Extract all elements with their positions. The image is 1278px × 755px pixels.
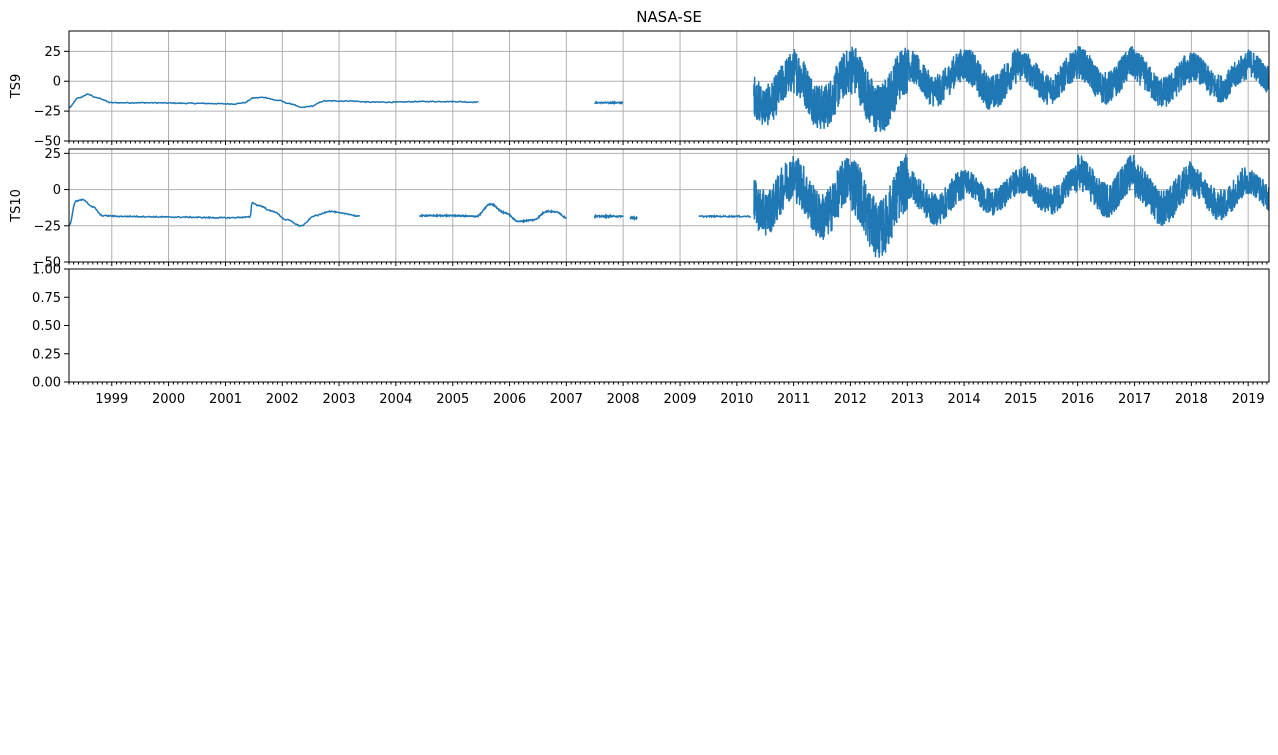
x-tick-label: 2003 [323,392,356,407]
x-tick-label: 2012 [834,392,867,407]
x-tick-label: 2008 [607,392,640,407]
series-segment-2 [594,100,624,106]
y-tick-label: 0.75 [32,291,61,306]
y-tick-label: 0.00 [32,376,61,391]
x-tick-label: 2000 [152,392,185,407]
y-tick-label: −25 [34,219,61,234]
x-tick-label: 2005 [436,392,469,407]
x-tick-label: 2006 [493,392,526,407]
x-tick-label: 2017 [1118,392,1151,407]
series-segment-1 [68,198,360,227]
y-axis-label: TS9 [9,74,24,99]
y-tick-label: 0 [53,75,61,90]
y-tick-label: −25 [34,105,61,120]
x-tick-label: 2015 [1004,392,1037,407]
axes-frame [68,148,1270,263]
x-tick-label: 2011 [777,392,810,407]
x-tick-label: 2016 [1061,392,1094,407]
panel-1: −50 −25 0 25 TS9 [9,30,1270,150]
y-tick-label: 0 [53,183,61,198]
x-tick-label: 2001 [209,392,242,407]
y-tick-label: −50 [34,256,61,271]
panel-2: −50 −25 0 25 TS10 [9,147,1270,271]
series-segment-4 [629,215,638,222]
series-segment-1 [69,93,479,109]
x-tick-label: 2018 [1175,392,1208,407]
x-tick-label: 2002 [266,392,299,407]
chart-title: NASA-SE [636,8,702,26]
x-tick-label: 1999 [95,392,128,407]
x-tick-label: 2004 [379,392,412,407]
y-tick-label: 25 [44,147,61,162]
y-tick-label: 0.50 [32,319,61,334]
x-tick-label: 2019 [1232,392,1265,407]
y-tick-label: 0.25 [32,347,61,362]
y-tick-label: 25 [44,45,61,60]
series-segment-3 [753,45,1270,133]
x-tick-label: 2009 [663,392,696,407]
x-tick-label: 2013 [891,392,924,407]
series-segment-2 [418,202,567,224]
axes-frame [68,30,1270,142]
x-tick-label: 2014 [948,392,981,407]
panel-3: 0.00 0.25 0.50 0.75 1.00 1999 2000 2001 2002 2003… [32,263,1270,407]
axes-frame [68,268,1270,383]
series-segment-3 [593,213,624,220]
x-tick-label: 2007 [550,392,583,407]
y-axis-label: TS10 [9,189,24,223]
series-segment-5 [698,214,751,219]
x-tick-label: 2010 [720,392,753,407]
y-tick-label: −50 [34,135,61,150]
series-segment-6 [753,153,1270,258]
y-tick-label: 1.00 [32,263,61,278]
